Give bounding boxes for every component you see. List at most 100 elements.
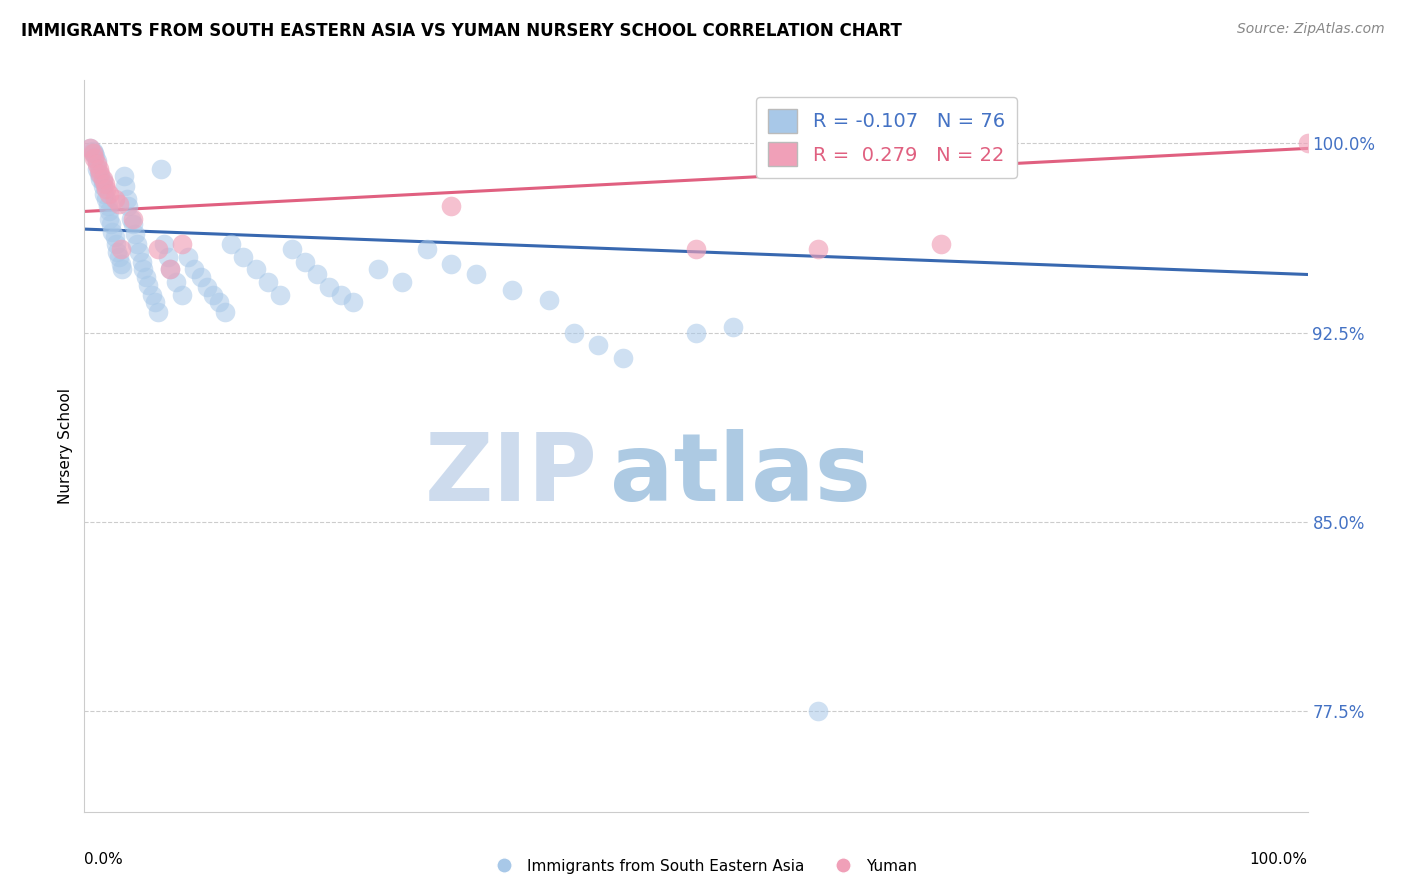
Y-axis label: Nursery School: Nursery School (58, 388, 73, 504)
Point (172, 287, 194, 301)
Point (131, 255, 153, 269)
Point (318, 280, 340, 294)
Text: 0.0%: 0.0% (84, 852, 124, 867)
Point (156, 250, 179, 264)
Point (367, 262, 389, 277)
Point (114, 179, 136, 194)
Point (96, 192, 118, 206)
Point (159, 262, 181, 277)
Point (97, 199, 120, 213)
Point (79, 141, 101, 155)
Text: 100.0%: 100.0% (1250, 852, 1308, 867)
Point (91, 171, 114, 186)
Point (416, 242, 439, 256)
Point (146, 305, 169, 319)
Point (440, 257, 463, 271)
Point (128, 244, 150, 259)
Point (685, 326, 707, 340)
Point (245, 262, 267, 277)
Point (122, 217, 145, 231)
Point (97, 204, 120, 219)
Point (143, 295, 166, 310)
Point (89, 171, 111, 186)
Point (201, 287, 224, 301)
Point (120, 212, 142, 227)
Point (125, 237, 148, 252)
Point (101, 225, 124, 239)
Point (929, 237, 952, 252)
Point (269, 287, 291, 301)
Point (107, 197, 129, 211)
Point (100, 217, 122, 231)
Point (586, 338, 609, 352)
Point (208, 295, 231, 310)
Point (107, 250, 129, 264)
Point (562, 326, 585, 340)
Point (538, 293, 561, 307)
Point (440, 199, 463, 213)
Point (177, 250, 200, 264)
Point (97, 186, 120, 201)
Legend: R = -0.107   N = 76, R =  0.279   N = 22: R = -0.107 N = 76, R = 0.279 N = 22 (756, 97, 1017, 178)
Point (83, 152, 105, 166)
Point (86, 156, 108, 170)
Point (214, 305, 236, 319)
Point (150, 161, 173, 176)
Point (136, 277, 159, 292)
Point (159, 262, 181, 277)
Point (391, 275, 413, 289)
Point (195, 280, 218, 294)
Text: ZIP: ZIP (425, 429, 598, 521)
Point (104, 192, 127, 206)
Point (82, 144, 104, 158)
Point (104, 229, 127, 244)
Point (464, 268, 486, 282)
Point (112, 169, 135, 183)
Point (807, 704, 830, 718)
Point (111, 262, 134, 277)
Point (115, 192, 138, 206)
Point (146, 242, 169, 256)
Text: atlas: atlas (610, 429, 872, 521)
Text: Source: ZipAtlas.com: Source: ZipAtlas.com (1237, 22, 1385, 37)
Point (281, 242, 304, 256)
Point (330, 287, 353, 301)
Point (132, 262, 155, 277)
Point (153, 237, 176, 252)
Point (124, 227, 146, 241)
Point (84, 149, 107, 163)
Point (183, 262, 205, 277)
Point (141, 287, 163, 301)
Point (82, 146, 104, 161)
Point (305, 268, 328, 282)
Point (135, 270, 157, 285)
Point (87, 161, 110, 176)
Point (91, 179, 114, 194)
Point (122, 212, 145, 227)
Point (96, 182, 118, 196)
Point (165, 275, 187, 289)
Point (89, 167, 111, 181)
Point (87, 167, 110, 181)
Point (94, 177, 117, 191)
Point (1296, 136, 1319, 151)
Point (219, 237, 242, 252)
Point (232, 250, 254, 264)
Point (721, 320, 744, 334)
Point (93, 186, 115, 201)
Point (105, 244, 128, 259)
Point (807, 242, 830, 256)
Point (97, 212, 120, 227)
Point (685, 242, 707, 256)
Point (172, 237, 194, 252)
Point (110, 242, 132, 256)
Point (79, 141, 101, 155)
Point (83, 146, 105, 161)
Point (105, 237, 128, 252)
Point (257, 275, 280, 289)
Point (342, 295, 364, 310)
Text: IMMIGRANTS FROM SOUTH EASTERN ASIA VS YUMAN NURSERY SCHOOL CORRELATION CHART: IMMIGRANTS FROM SOUTH EASTERN ASIA VS YU… (21, 22, 903, 40)
Point (502, 283, 524, 297)
Point (86, 161, 108, 176)
Point (117, 199, 139, 213)
